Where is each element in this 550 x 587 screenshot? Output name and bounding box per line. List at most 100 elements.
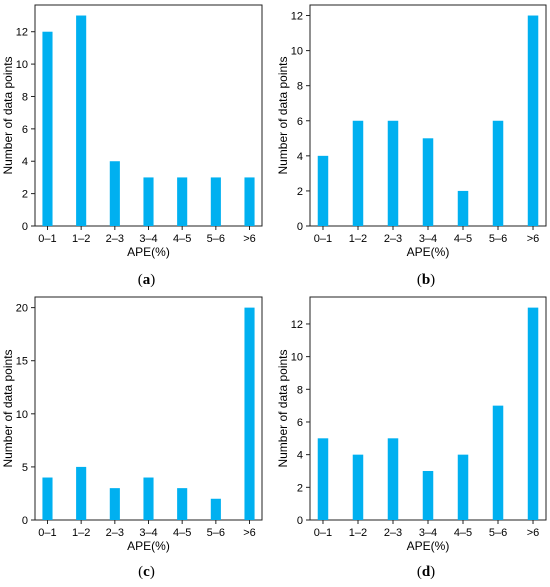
panel-letter: d xyxy=(422,564,431,580)
bar-a-7 xyxy=(244,177,255,226)
x-tick-label: 3–4 xyxy=(139,527,157,539)
x-axis-title: APE(%) xyxy=(407,245,450,259)
bar-a-3 xyxy=(109,161,120,226)
x-tick-label: 0–1 xyxy=(314,233,332,245)
bar-b-3 xyxy=(387,120,399,226)
y-tick-label: 12 xyxy=(291,11,303,23)
x-tick-label: 0–1 xyxy=(38,527,56,539)
bar-b-4 xyxy=(422,138,434,226)
chart-panel-c: 0–1 1–2 2–3 3–4 4–5 5–6 >6 0 5 10 15 20 APE(%) Number… xyxy=(1,296,263,580)
bar-c-4 xyxy=(143,477,154,520)
x-tick-label: >6 xyxy=(527,527,540,539)
bar-b-2 xyxy=(352,120,364,226)
panel-letter: b xyxy=(422,272,430,288)
x-axis-title: APE(%) xyxy=(407,539,450,553)
bar-a-5 xyxy=(177,177,188,226)
x-tick-label: >6 xyxy=(527,233,540,245)
y-tick-label: 10 xyxy=(291,352,303,364)
bar-a-1 xyxy=(42,31,53,227)
bar-a-4 xyxy=(143,177,154,226)
y-tick-label: 10 xyxy=(16,59,28,71)
x-tick-label: 5–6 xyxy=(207,233,225,245)
x-axis-title: APE(%) xyxy=(127,245,170,259)
x-tick-label: 5–6 xyxy=(207,527,225,539)
bar-d-7 xyxy=(527,307,539,520)
chart-panel-a: 0–1 1–2 2–3 3–4 4–5 5–6 >6 0 2 4 6 8 10 12 APE(%) Numbe… xyxy=(1,4,263,288)
panel-caption: (d) xyxy=(417,564,435,580)
x-tick-label: 0–1 xyxy=(38,233,56,245)
x-tick-label: 5–6 xyxy=(489,233,507,245)
x-tick-label: >6 xyxy=(243,527,256,539)
bar-a-2 xyxy=(76,15,87,227)
bar-b-1 xyxy=(317,155,329,226)
y-tick-label: 4 xyxy=(297,450,303,462)
x-axis-title: APE(%) xyxy=(127,539,170,553)
y-tick-label: 2 xyxy=(297,482,303,494)
y-axis-title: Number of data points xyxy=(276,349,290,467)
bar-d-4 xyxy=(422,470,434,520)
x-tick-label: 2–3 xyxy=(106,527,124,539)
panel-caption: (c) xyxy=(138,564,155,580)
x-tick-label: 0–1 xyxy=(314,527,332,539)
y-tick-label: 12 xyxy=(16,27,28,39)
bar-d-2 xyxy=(352,454,364,520)
chart-panel-d: 0–1 1–2 2–3 3–4 4–5 5–6 >6 0 2 4 6 8 10 12 APE(%) Numbe… xyxy=(276,296,547,580)
y-tick-label: 5 xyxy=(22,462,28,474)
x-tick-label: 3–4 xyxy=(139,233,157,245)
y-tick-label: 8 xyxy=(22,91,28,103)
y-tick-label: 2 xyxy=(297,186,303,198)
y-tick-label: 4 xyxy=(22,156,28,168)
bar-b-6 xyxy=(492,120,504,226)
panel-caption: (b) xyxy=(417,272,435,288)
y-tick-label: 15 xyxy=(16,356,28,368)
y-tick-label: 0 xyxy=(22,221,28,233)
panel-letter: c xyxy=(143,564,150,580)
x-tick-label: >6 xyxy=(243,233,256,245)
x-tick-label: 2–3 xyxy=(106,233,124,245)
y-tick-label: 0 xyxy=(297,221,303,233)
x-tick-label: 1–2 xyxy=(349,233,367,245)
y-tick-label: 4 xyxy=(297,151,303,163)
y-tick-label: 6 xyxy=(297,116,303,128)
y-tick-label: 8 xyxy=(297,81,303,93)
bar-c-5 xyxy=(177,488,188,520)
y-tick-label: 10 xyxy=(16,409,28,421)
y-tick-label: 0 xyxy=(297,515,303,527)
y-axis-title: Number of data points xyxy=(1,56,15,174)
bar-c-3 xyxy=(109,488,120,520)
x-tick-label: 1–2 xyxy=(72,233,90,245)
y-axis-title: Number of data points xyxy=(1,349,15,467)
y-tick-label: 20 xyxy=(16,303,28,315)
bar-d-6 xyxy=(492,405,504,520)
panel-letter: a xyxy=(143,272,151,288)
bar-c-1 xyxy=(42,477,53,520)
x-tick-label: 5–6 xyxy=(489,527,507,539)
y-tick-label: 10 xyxy=(291,46,303,58)
bar-c-2 xyxy=(76,466,87,520)
x-tick-label: 4–5 xyxy=(173,233,191,245)
x-tick-label: 4–5 xyxy=(454,233,472,245)
x-tick-label: 4–5 xyxy=(173,527,191,539)
y-axis-title: Number of data points xyxy=(276,56,290,174)
bar-a-6 xyxy=(210,177,221,226)
x-tick-label: 2–3 xyxy=(384,527,402,539)
bar-c-7 xyxy=(244,307,255,520)
y-tick-label: 0 xyxy=(22,515,28,527)
y-tick-label: 6 xyxy=(297,417,303,429)
x-tick-label: 3–4 xyxy=(419,527,437,539)
x-tick-label: 1–2 xyxy=(349,527,367,539)
x-tick-label: 1–2 xyxy=(72,527,90,539)
x-tick-label: 3–4 xyxy=(419,233,437,245)
x-tick-label: 4–5 xyxy=(454,527,472,539)
bar-c-6 xyxy=(210,498,221,520)
y-tick-label: 2 xyxy=(22,189,28,201)
x-tick-label: 2–3 xyxy=(384,233,402,245)
y-tick-label: 8 xyxy=(297,384,303,396)
bar-b-5 xyxy=(457,190,469,226)
bar-b-7 xyxy=(527,15,539,227)
bar-d-3 xyxy=(387,438,399,520)
bar-d-1 xyxy=(317,438,329,520)
panel-caption: (a) xyxy=(138,272,156,288)
bar-d-5 xyxy=(457,454,469,520)
